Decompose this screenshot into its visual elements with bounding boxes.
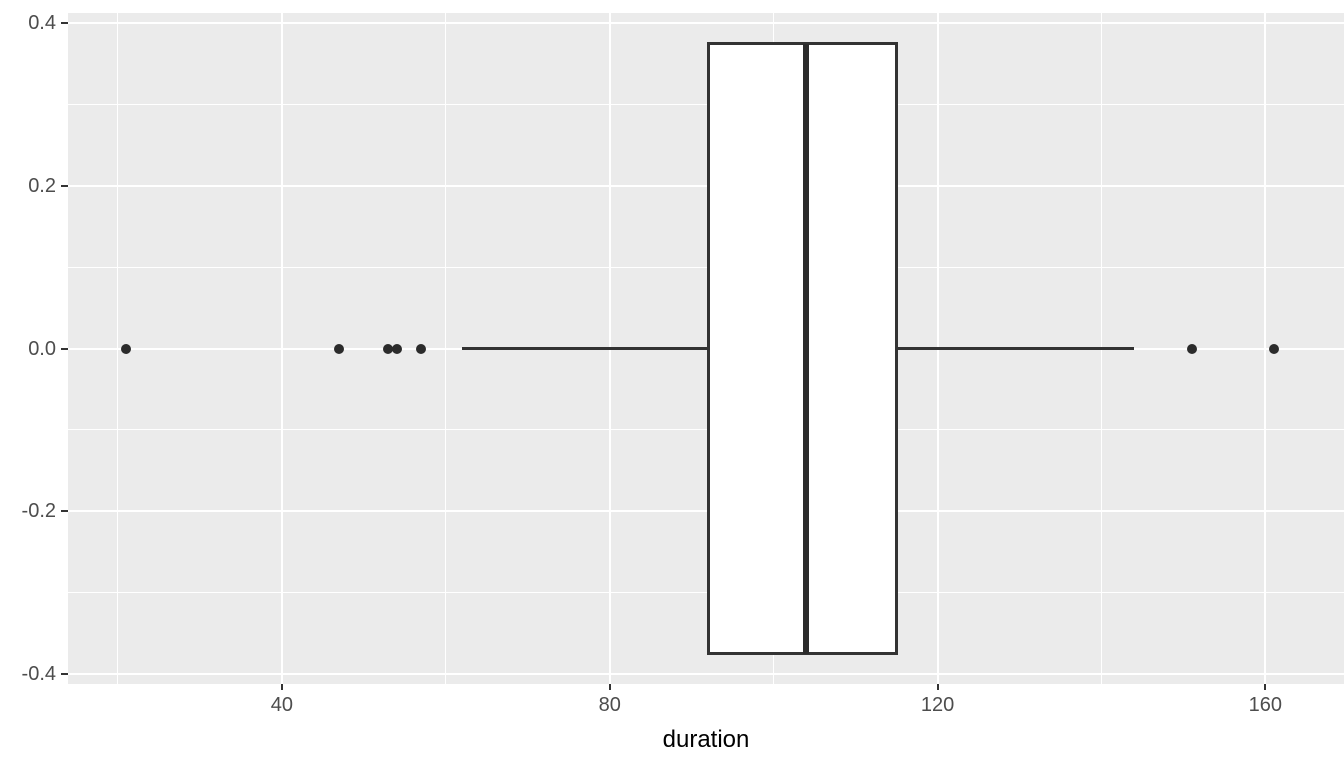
whisker-lower: [462, 347, 709, 350]
outlier-point: [1186, 343, 1197, 354]
y-minor-gridline: [68, 266, 1344, 268]
y-minor-gridline: [68, 429, 1344, 431]
x-axis-tick-mark: [280, 684, 283, 690]
y-tick-label: 0.2: [28, 174, 56, 197]
x-tick-label: 40: [270, 694, 294, 716]
iqr-box: [706, 42, 899, 655]
y-major-gridline: [68, 22, 1344, 25]
y-major-gridline: [68, 184, 1344, 187]
y-tick-label: 0.4: [28, 12, 56, 35]
x-axis-tick-mark: [1264, 684, 1267, 690]
plot-panel: [68, 13, 1344, 684]
y-axis-tick-mark: [61, 672, 68, 675]
outlier-point: [121, 343, 132, 354]
y-axis-tick-mark: [61, 510, 68, 513]
whisker-upper: [896, 347, 1135, 350]
y-minor-gridline: [68, 592, 1344, 593]
y-axis-tick-mark: [61, 22, 68, 25]
x-tick-label: 80: [598, 694, 621, 716]
x-axis-tick-mark: [936, 684, 939, 690]
y-axis-tick-mark: [61, 347, 68, 350]
outlier-point: [391, 343, 402, 354]
y-tick-label: 0.0: [28, 337, 56, 360]
outlier-point: [334, 343, 345, 354]
y-tick-label: -0.4: [21, 662, 56, 685]
median-line: [803, 43, 810, 654]
x-axis-tick-mark: [608, 684, 611, 690]
y-major-gridline: [68, 672, 1344, 675]
y-minor-gridline: [68, 104, 1344, 105]
x-axis-title: duration: [662, 726, 750, 753]
y-tick-label: -0.2: [21, 500, 56, 523]
outlier-point: [1268, 343, 1279, 354]
outlier-point: [383, 343, 394, 354]
outlier-point: [416, 343, 427, 354]
x-tick-label: 120: [920, 694, 955, 716]
x-tick-label: 160: [1248, 694, 1282, 716]
y-axis-tick-mark: [61, 184, 68, 187]
y-major-gridline: [68, 510, 1344, 513]
